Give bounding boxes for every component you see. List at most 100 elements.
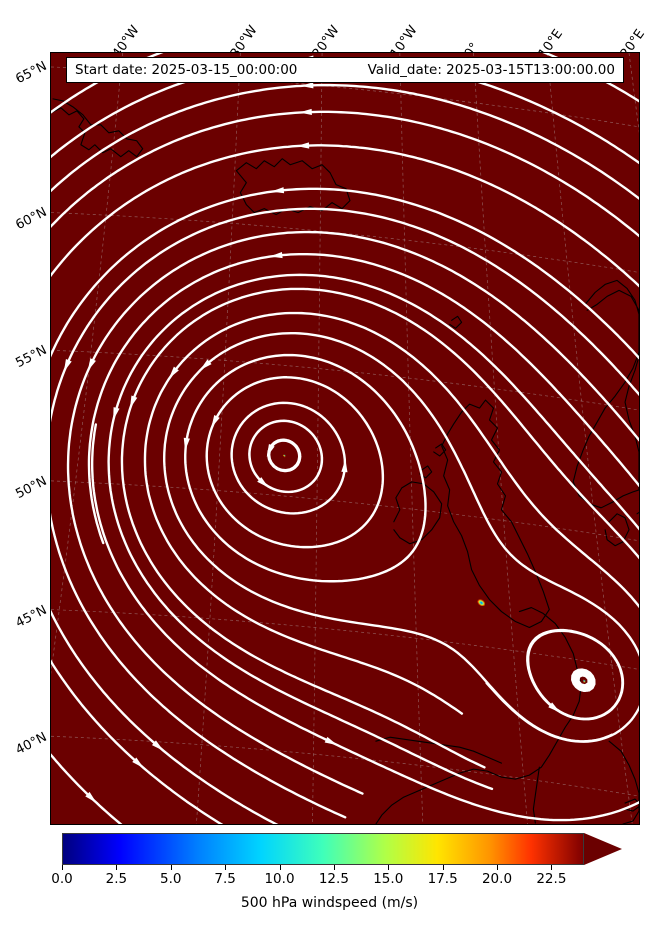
coastline-iceland bbox=[235, 158, 351, 216]
streamline-arrowhead bbox=[211, 415, 220, 428]
wind-streamline bbox=[87, 252, 639, 545]
wind-streamline bbox=[51, 83, 639, 200]
wind-streamline bbox=[51, 753, 123, 824]
streamline-arrowhead bbox=[63, 359, 72, 372]
parallel-gridline bbox=[51, 609, 639, 670]
streamline-arrowhead bbox=[113, 407, 120, 421]
coastline-faroe bbox=[449, 315, 463, 329]
lat-tick-label: 45°N bbox=[13, 602, 50, 632]
colorbar-tick-label: 7.5 bbox=[214, 871, 236, 887]
wind-streamline bbox=[143, 311, 639, 715]
streamline-arrowhead bbox=[85, 791, 97, 803]
colorbar-tick bbox=[497, 865, 498, 870]
coastline-biscay-n-spain bbox=[375, 736, 503, 764]
streamline-arrowhead bbox=[271, 187, 285, 194]
wind-streamline bbox=[51, 207, 639, 819]
wind-streamline bbox=[51, 144, 639, 288]
streamlines-and-coastlines-overlay bbox=[51, 53, 639, 824]
meridian-gridline bbox=[473, 53, 528, 824]
coastline-france-iberia bbox=[375, 607, 582, 824]
coastline-greatbritain bbox=[441, 399, 550, 629]
wind-streamline bbox=[51, 110, 639, 238]
parallel-gridline bbox=[51, 735, 639, 797]
streamline-arrowhead bbox=[296, 142, 310, 149]
colorbar-tick bbox=[442, 865, 444, 870]
colorbar-tick-label: 15.0 bbox=[373, 871, 404, 887]
colorbar-tick-label: 5.0 bbox=[160, 871, 182, 887]
coastlines-layer bbox=[51, 98, 639, 824]
meridian-gridline bbox=[51, 53, 124, 675]
parallel-gridline bbox=[51, 349, 639, 411]
lat-tick-label: 40°N bbox=[13, 729, 50, 759]
map-plot-area[interactable] bbox=[50, 52, 640, 825]
title-banner: Start date: 2025-03-15_00:00:00 Valid_da… bbox=[66, 57, 624, 83]
streamline-arrowhead bbox=[300, 82, 314, 89]
streamline-arrowhead bbox=[266, 443, 275, 457]
wind-streamline bbox=[107, 273, 639, 791]
meridian-gridline bbox=[196, 53, 241, 824]
wind-streamline bbox=[248, 419, 324, 494]
colorbar-tick-label: 17.5 bbox=[427, 871, 458, 887]
colorbar-tick-label: 10.0 bbox=[264, 871, 295, 887]
streamline-arrowhead bbox=[257, 477, 269, 488]
streamline-arrowhead bbox=[151, 740, 164, 751]
colorbar-tick-label: 22.5 bbox=[536, 871, 567, 887]
streamline-arrowhead bbox=[168, 366, 179, 379]
coastline-denmark bbox=[604, 513, 630, 547]
valid-date-label: Valid_date: 2025-03-15T13:00:00.00 bbox=[367, 62, 615, 78]
colorbar-extend-max-arrow bbox=[584, 833, 622, 865]
streamline-arrowhead bbox=[548, 702, 561, 713]
colorbar-tick bbox=[116, 865, 118, 870]
coastline-iberia-s-e bbox=[608, 740, 639, 824]
coastline-denmark bbox=[636, 511, 639, 515]
lat-tick-label: 55°N bbox=[13, 342, 50, 372]
parallel-gridline bbox=[51, 66, 639, 128]
colorbar-tick bbox=[551, 865, 553, 870]
streamline-arrowhead bbox=[269, 251, 283, 259]
coastline-greenland bbox=[51, 98, 144, 158]
colorbar-tick bbox=[170, 865, 172, 870]
colorbar-tick-label: 12.5 bbox=[318, 871, 349, 887]
wind-streamline bbox=[205, 376, 385, 549]
streamline-direction-arrows bbox=[63, 55, 596, 803]
lat-tick-label: 65°N bbox=[13, 58, 50, 88]
wind-streamline bbox=[120, 287, 639, 769]
colorbar-tick-label: 20.0 bbox=[481, 871, 513, 887]
wind-streamline bbox=[51, 187, 639, 360]
wind-streamline bbox=[66, 230, 639, 795]
parallel-gridline bbox=[51, 480, 639, 542]
coastline-balearics bbox=[624, 798, 639, 812]
wind-streamline bbox=[267, 438, 302, 473]
colorbar-axis-label: 500 hPa windspeed (m/s) bbox=[240, 895, 419, 911]
colorbar-tick-label: 0.0 bbox=[51, 871, 73, 887]
streamline-arrowhead bbox=[87, 358, 96, 371]
wind-streamline bbox=[571, 668, 596, 692]
colorbar-tick bbox=[279, 865, 281, 870]
streamline-arrowhead bbox=[583, 680, 596, 691]
wind-streamline bbox=[51, 659, 224, 824]
wind-streamline bbox=[90, 423, 639, 822]
streamline-arrowhead bbox=[183, 437, 190, 451]
coastline-scotland-isles bbox=[433, 443, 447, 457]
wind-streamline bbox=[51, 609, 279, 824]
streamline-arrowhead bbox=[299, 108, 312, 116]
streamline-arrowhead bbox=[129, 395, 138, 409]
start-date-label: Start date: 2025-03-15_00:00:00 bbox=[75, 62, 298, 78]
colorbar: 0.0 2.5 5.0 7.5 10.0 12.5 15.0 17.5 20.0 22.5 bbox=[51, 833, 622, 887]
colorbar-tick bbox=[62, 865, 63, 870]
colorbar-gradient bbox=[62, 833, 584, 865]
colorbar-tick bbox=[333, 865, 335, 870]
streamline-arrowhead bbox=[324, 736, 338, 746]
coastline-ireland bbox=[393, 481, 443, 545]
streamline-arrowhead bbox=[199, 359, 212, 371]
wind-streamline bbox=[184, 353, 427, 583]
wind-streamline bbox=[230, 401, 347, 515]
parallel-gridline bbox=[51, 212, 639, 273]
wind-streamline bbox=[163, 331, 639, 743]
coastline-portugal-spain-w bbox=[532, 766, 540, 824]
lat-tick-label: 50°N bbox=[13, 473, 50, 503]
colorbar-tick bbox=[225, 865, 227, 870]
coastline-scotland-isles bbox=[419, 465, 433, 479]
streamline-arrowhead bbox=[341, 459, 348, 473]
